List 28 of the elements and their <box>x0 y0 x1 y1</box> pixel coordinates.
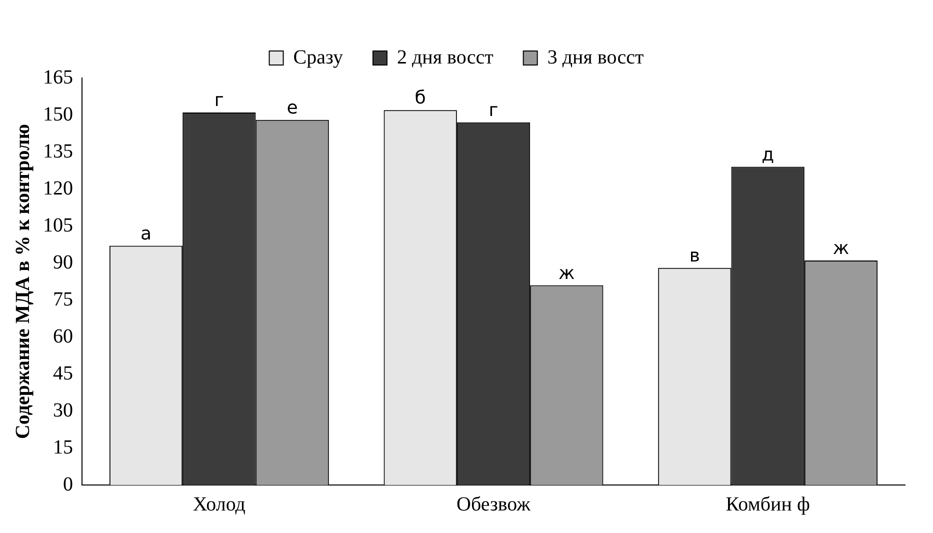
y-tick-label: 15 <box>53 436 73 458</box>
legend-label: Сразу <box>293 46 343 68</box>
data-label: ж <box>832 238 850 260</box>
legend-label: 3 дня восст <box>547 46 644 68</box>
data-label: а <box>140 223 152 244</box>
y-axis-title: Содержание МДА в % к контролю <box>12 124 34 440</box>
y-tick-label: 105 <box>43 214 73 236</box>
y-tick-label: 120 <box>43 177 73 200</box>
data-label: г <box>214 90 224 112</box>
y-tick-label: 60 <box>53 325 73 348</box>
x-tick-label: Комбин ф <box>726 493 810 516</box>
data-label: д <box>762 144 774 166</box>
data-label: ж <box>558 262 575 284</box>
data-label: г <box>488 100 498 122</box>
y-tick-label: 30 <box>53 399 73 422</box>
y-tick-label: 165 <box>43 66 73 88</box>
x-tick-label: Холод <box>192 493 246 516</box>
legend-label: 2 дня восст <box>396 46 494 68</box>
y-tick-label: 45 <box>53 362 73 384</box>
y-tick-label: 150 <box>43 103 73 126</box>
data-label: в <box>689 246 700 267</box>
data-label: е <box>286 98 298 119</box>
y-tick-label: 75 <box>53 288 73 310</box>
x-tick-label: Обезвож <box>456 493 531 516</box>
y-tick-label: 0 <box>63 473 73 496</box>
y-tick-label: 135 <box>43 140 73 162</box>
y-tick-label: 90 <box>53 251 73 274</box>
data-label: б <box>414 88 426 109</box>
